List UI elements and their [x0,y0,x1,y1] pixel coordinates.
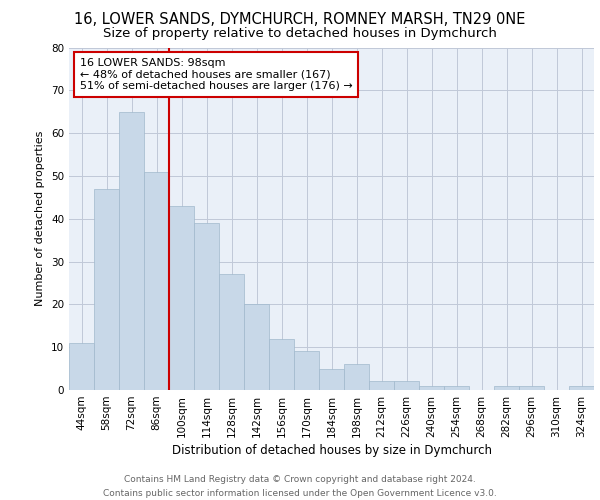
Bar [244,304,269,390]
Text: Contains HM Land Registry data © Crown copyright and database right 2024.
Contai: Contains HM Land Registry data © Crown c… [103,476,497,498]
Bar [69,343,94,390]
Y-axis label: Number of detached properties: Number of detached properties [35,131,46,306]
Bar [144,172,169,390]
Text: Size of property relative to detached houses in Dymchurch: Size of property relative to detached ho… [103,28,497,40]
Bar [394,382,419,390]
Bar [319,368,344,390]
Bar [269,338,294,390]
Bar [119,112,144,390]
Bar [344,364,369,390]
X-axis label: Distribution of detached houses by size in Dymchurch: Distribution of detached houses by size … [172,444,491,457]
Bar [294,352,319,390]
Bar [369,382,394,390]
Bar [419,386,444,390]
Bar [569,386,594,390]
Bar [494,386,519,390]
Bar [169,206,194,390]
Bar [194,223,219,390]
Bar [519,386,544,390]
Bar [219,274,244,390]
Bar [444,386,469,390]
Text: 16, LOWER SANDS, DYMCHURCH, ROMNEY MARSH, TN29 0NE: 16, LOWER SANDS, DYMCHURCH, ROMNEY MARSH… [74,12,526,28]
Bar [94,189,119,390]
Text: 16 LOWER SANDS: 98sqm
← 48% of detached houses are smaller (167)
51% of semi-det: 16 LOWER SANDS: 98sqm ← 48% of detached … [79,58,352,91]
